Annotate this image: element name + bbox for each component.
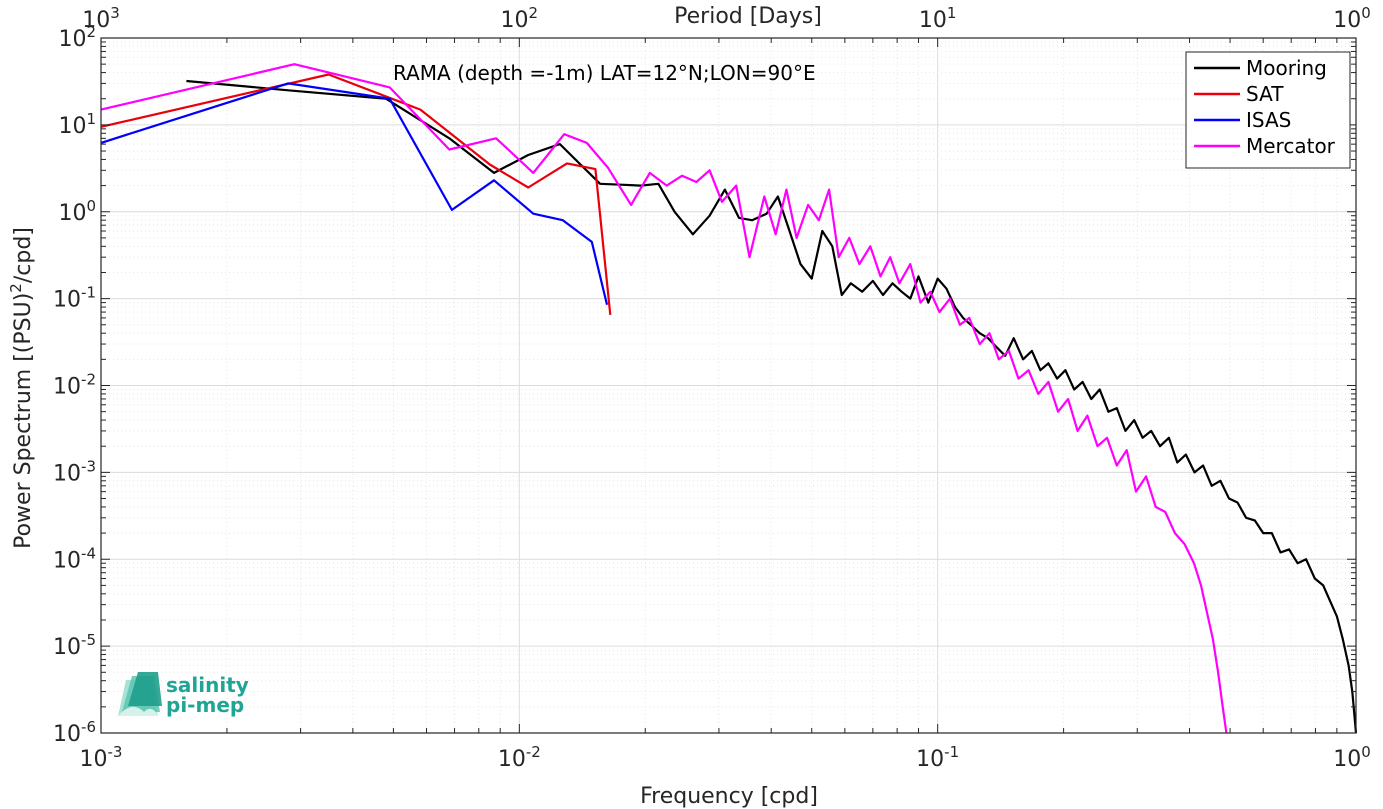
x-tick-label: 10-2 (498, 743, 541, 772)
series-line-isas (100, 82, 609, 306)
y-tick-label-exponent: -3 (81, 457, 96, 475)
x-tick-label-exponent: -3 (108, 743, 123, 761)
x-tick-label: 10-1 (916, 743, 959, 772)
y-tick-label: 100 (58, 197, 96, 226)
legend-box (1185, 51, 1351, 169)
top-tick-label: 102 (501, 4, 539, 33)
y-tick-label-exponent: -5 (81, 631, 96, 649)
y-axis-title-tail: /cpd] (11, 227, 36, 283)
x-tick-label-exponent: -1 (944, 743, 959, 761)
series-line-mercator (100, 63, 1228, 734)
y-tick-label-base: 10 (53, 635, 81, 660)
top-tick-label: 100 (1333, 4, 1371, 33)
y-axis-title: Power Spectrum [(PSU)2/cpd] (7, 227, 36, 549)
y-tick-label: 10-3 (53, 457, 96, 486)
x-tick-label-base: 10 (916, 747, 944, 772)
top-tick-label-exponent: 3 (110, 4, 120, 22)
top-tick-label: 101 (919, 4, 957, 33)
y-tick-label-base: 10 (58, 201, 86, 226)
legend-label-isas: ISAS (1246, 108, 1291, 132)
top-tick-label-base: 10 (919, 8, 947, 33)
y-tick-label: 10-6 (53, 718, 96, 747)
y-tick-label-base: 10 (58, 114, 86, 139)
logo-mark-icon (118, 672, 162, 716)
legend-label-mooring: Mooring (1246, 56, 1327, 80)
y-tick-label-base: 10 (53, 548, 81, 573)
x-tick-label: 100 (1333, 743, 1371, 772)
y-tick-label-base: 10 (53, 722, 81, 747)
top-tick-label-base: 10 (82, 8, 110, 33)
y-tick-label-exponent: -6 (81, 718, 96, 736)
y-tick-label-base: 10 (53, 375, 81, 400)
y-tick-label-exponent: -4 (81, 544, 96, 562)
top-tick-label-exponent: 0 (1361, 4, 1371, 22)
logo-line-1: salinity (166, 673, 249, 697)
legend-label-sat: SAT (1246, 82, 1284, 106)
series-line-sat (100, 73, 612, 316)
y-tick-label: 10-1 (53, 284, 96, 313)
x-tick-label-base: 10 (80, 747, 108, 772)
logo-line-2: pi-mep (166, 693, 244, 717)
grid (100, 38, 1356, 734)
y-tick-label-exponent: -1 (81, 284, 96, 302)
y-tick-label: 10-4 (53, 544, 96, 573)
top-tick-label-exponent: 1 (947, 4, 957, 22)
top-axis-title: Period [Days] (674, 4, 822, 29)
top-tick-label-base: 10 (1333, 8, 1361, 33)
y-tick-label: 101 (58, 110, 96, 139)
x-tick-label-exponent: 0 (1361, 743, 1371, 761)
series-line-mooring (186, 79, 1358, 734)
y-tick-label-exponent: 0 (86, 197, 96, 215)
y-axis-title-main: Power Spectrum [(PSU) (11, 293, 36, 549)
y-tick-label: 102 (58, 23, 96, 52)
y-tick-label-base: 10 (53, 461, 81, 486)
y-tick-label-base: 10 (58, 27, 86, 52)
y-tick-label: 10-2 (53, 371, 96, 400)
x-tick-label-base: 10 (498, 747, 526, 772)
y-tick-label-exponent: 2 (86, 23, 96, 41)
y-tick-label-base: 10 (53, 288, 81, 313)
y-axis-title-exponent: 2 (7, 283, 25, 293)
top-tick-label-exponent: 2 (529, 4, 539, 22)
y-tick-label: 10-5 (53, 631, 96, 660)
y-tick-label-exponent: -2 (81, 371, 96, 389)
x-tick-label-base: 10 (1333, 747, 1361, 772)
top-tick-label: 103 (82, 4, 120, 33)
x-axis-title: Frequency [cpd] (640, 784, 818, 809)
x-tick-label: 10-3 (80, 743, 123, 772)
chart-annotation: RAMA (depth =-1m) LAT=12°N;LON=90°E (393, 61, 816, 85)
legend-label-mercator: Mercator (1246, 134, 1336, 158)
y-tick-label-exponent: 1 (86, 110, 96, 128)
top-tick-label-base: 10 (501, 8, 529, 33)
series-lines (100, 63, 1358, 734)
salinity-pi-mep-logo: salinity pi-mep (118, 672, 249, 717)
x-tick-label-exponent: -2 (526, 743, 541, 761)
